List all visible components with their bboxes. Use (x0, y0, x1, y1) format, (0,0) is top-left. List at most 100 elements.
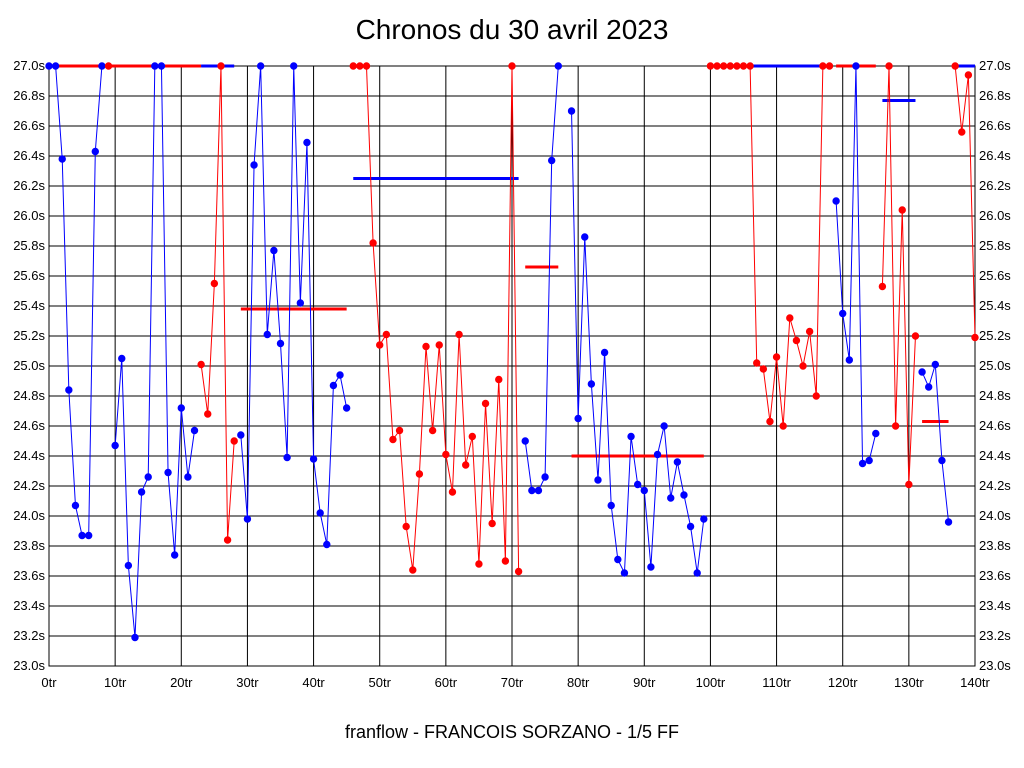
x-tick-label: 60tr (435, 675, 458, 690)
x-tick-label: 70tr (501, 675, 524, 690)
y-tick-label-right: 26.6s (979, 118, 1011, 133)
data-point (137, 488, 146, 496)
data-point (349, 62, 357, 70)
data-point (805, 327, 814, 336)
y-tick-label-right: 23.4s (979, 598, 1011, 613)
y-tick-label-right: 25.8s (979, 238, 1011, 253)
data-point (501, 557, 510, 565)
data-point (481, 399, 490, 408)
data-point (614, 555, 622, 564)
y-tick-label-left: 25.2s (13, 328, 45, 343)
data-point (118, 354, 126, 363)
x-tick-label: 0tr (41, 675, 57, 690)
data-point (964, 71, 973, 79)
data-point (468, 432, 477, 441)
data-point (223, 536, 232, 544)
series-line (200, 65, 235, 541)
data-point (71, 501, 80, 510)
data-point (733, 62, 741, 70)
data-point (78, 531, 86, 540)
data-point (45, 62, 53, 70)
data-point (885, 62, 893, 70)
data-point (230, 437, 238, 445)
data-point (144, 473, 152, 481)
data-point (944, 518, 953, 526)
data-point (951, 62, 959, 70)
data-point (753, 359, 761, 367)
y-tick-label-right: 23.2s (979, 628, 1011, 643)
y-tick-label-right: 23.8s (979, 538, 1011, 553)
data-point (210, 279, 219, 288)
data-point (547, 156, 556, 165)
data-point (541, 473, 549, 481)
data-point (422, 342, 430, 351)
data-point (786, 314, 794, 322)
data-point (442, 450, 450, 459)
data-point (428, 426, 437, 435)
data-point (462, 461, 470, 469)
data-point (184, 473, 192, 481)
x-tick-label: 130tr (894, 675, 924, 690)
chart-title: Chronos du 30 avril 2023 (355, 14, 669, 45)
data-point (918, 368, 926, 376)
data-point (521, 437, 529, 445)
data-point (832, 197, 840, 205)
x-tick-label: 10tr (104, 675, 127, 690)
data-point (164, 468, 172, 477)
data-point (369, 239, 377, 247)
data-point (905, 480, 913, 489)
data-point (190, 426, 199, 435)
grid-layer (48, 65, 976, 667)
data-point (647, 563, 655, 571)
x-tick-label: 100tr (696, 675, 726, 690)
data-point (865, 456, 873, 465)
series-line (114, 65, 196, 638)
data-point (633, 480, 642, 489)
data-point (534, 486, 543, 495)
data-point (448, 488, 457, 496)
data-point (495, 375, 503, 384)
y-tick-label-right: 23.6s (979, 568, 1011, 583)
data-point (329, 381, 338, 390)
data-point (290, 62, 298, 70)
data-point (858, 459, 867, 468)
data-point (514, 567, 523, 576)
data-point (706, 62, 715, 70)
data-point (402, 522, 410, 531)
data-point (342, 404, 351, 412)
y-tick-label-right: 25.0s (979, 358, 1011, 373)
average-lines-layer (55, 64, 975, 458)
x-tick-label: 110tr (762, 675, 791, 690)
data-point (376, 341, 384, 349)
y-tick-label-right: 25.2s (979, 328, 1011, 343)
y-tick-label-right: 25.6s (979, 268, 1011, 283)
data-point (243, 515, 252, 523)
x-tick-label: 80tr (567, 675, 590, 690)
series-line (49, 65, 103, 536)
y-tick-label-left: 23.4s (13, 598, 45, 613)
data-point (587, 380, 596, 388)
data-point (104, 62, 113, 70)
data-point (65, 386, 73, 394)
chart-footer: franflow - FRANCOIS SORZANO - 1/5 FF (344, 722, 680, 742)
y-tick-label-left: 26.4s (13, 148, 45, 163)
data-point (640, 486, 648, 495)
y-tick-label-left: 24.2s (13, 478, 45, 493)
data-point (528, 486, 536, 495)
data-point (303, 138, 311, 147)
data-point (812, 392, 820, 400)
data-point (237, 431, 245, 439)
x-tick-label: 90tr (633, 675, 656, 690)
series-layer (45, 62, 979, 642)
data-point (653, 450, 662, 459)
data-point (435, 341, 443, 349)
data-point (792, 336, 801, 345)
data-point (151, 62, 159, 70)
data-point (891, 422, 900, 430)
data-point (475, 560, 483, 568)
data-point (51, 62, 60, 70)
series-line (524, 65, 559, 491)
data-point (508, 62, 516, 70)
data-point (581, 233, 589, 241)
y-tick-label-left: 26.8s (13, 88, 45, 103)
